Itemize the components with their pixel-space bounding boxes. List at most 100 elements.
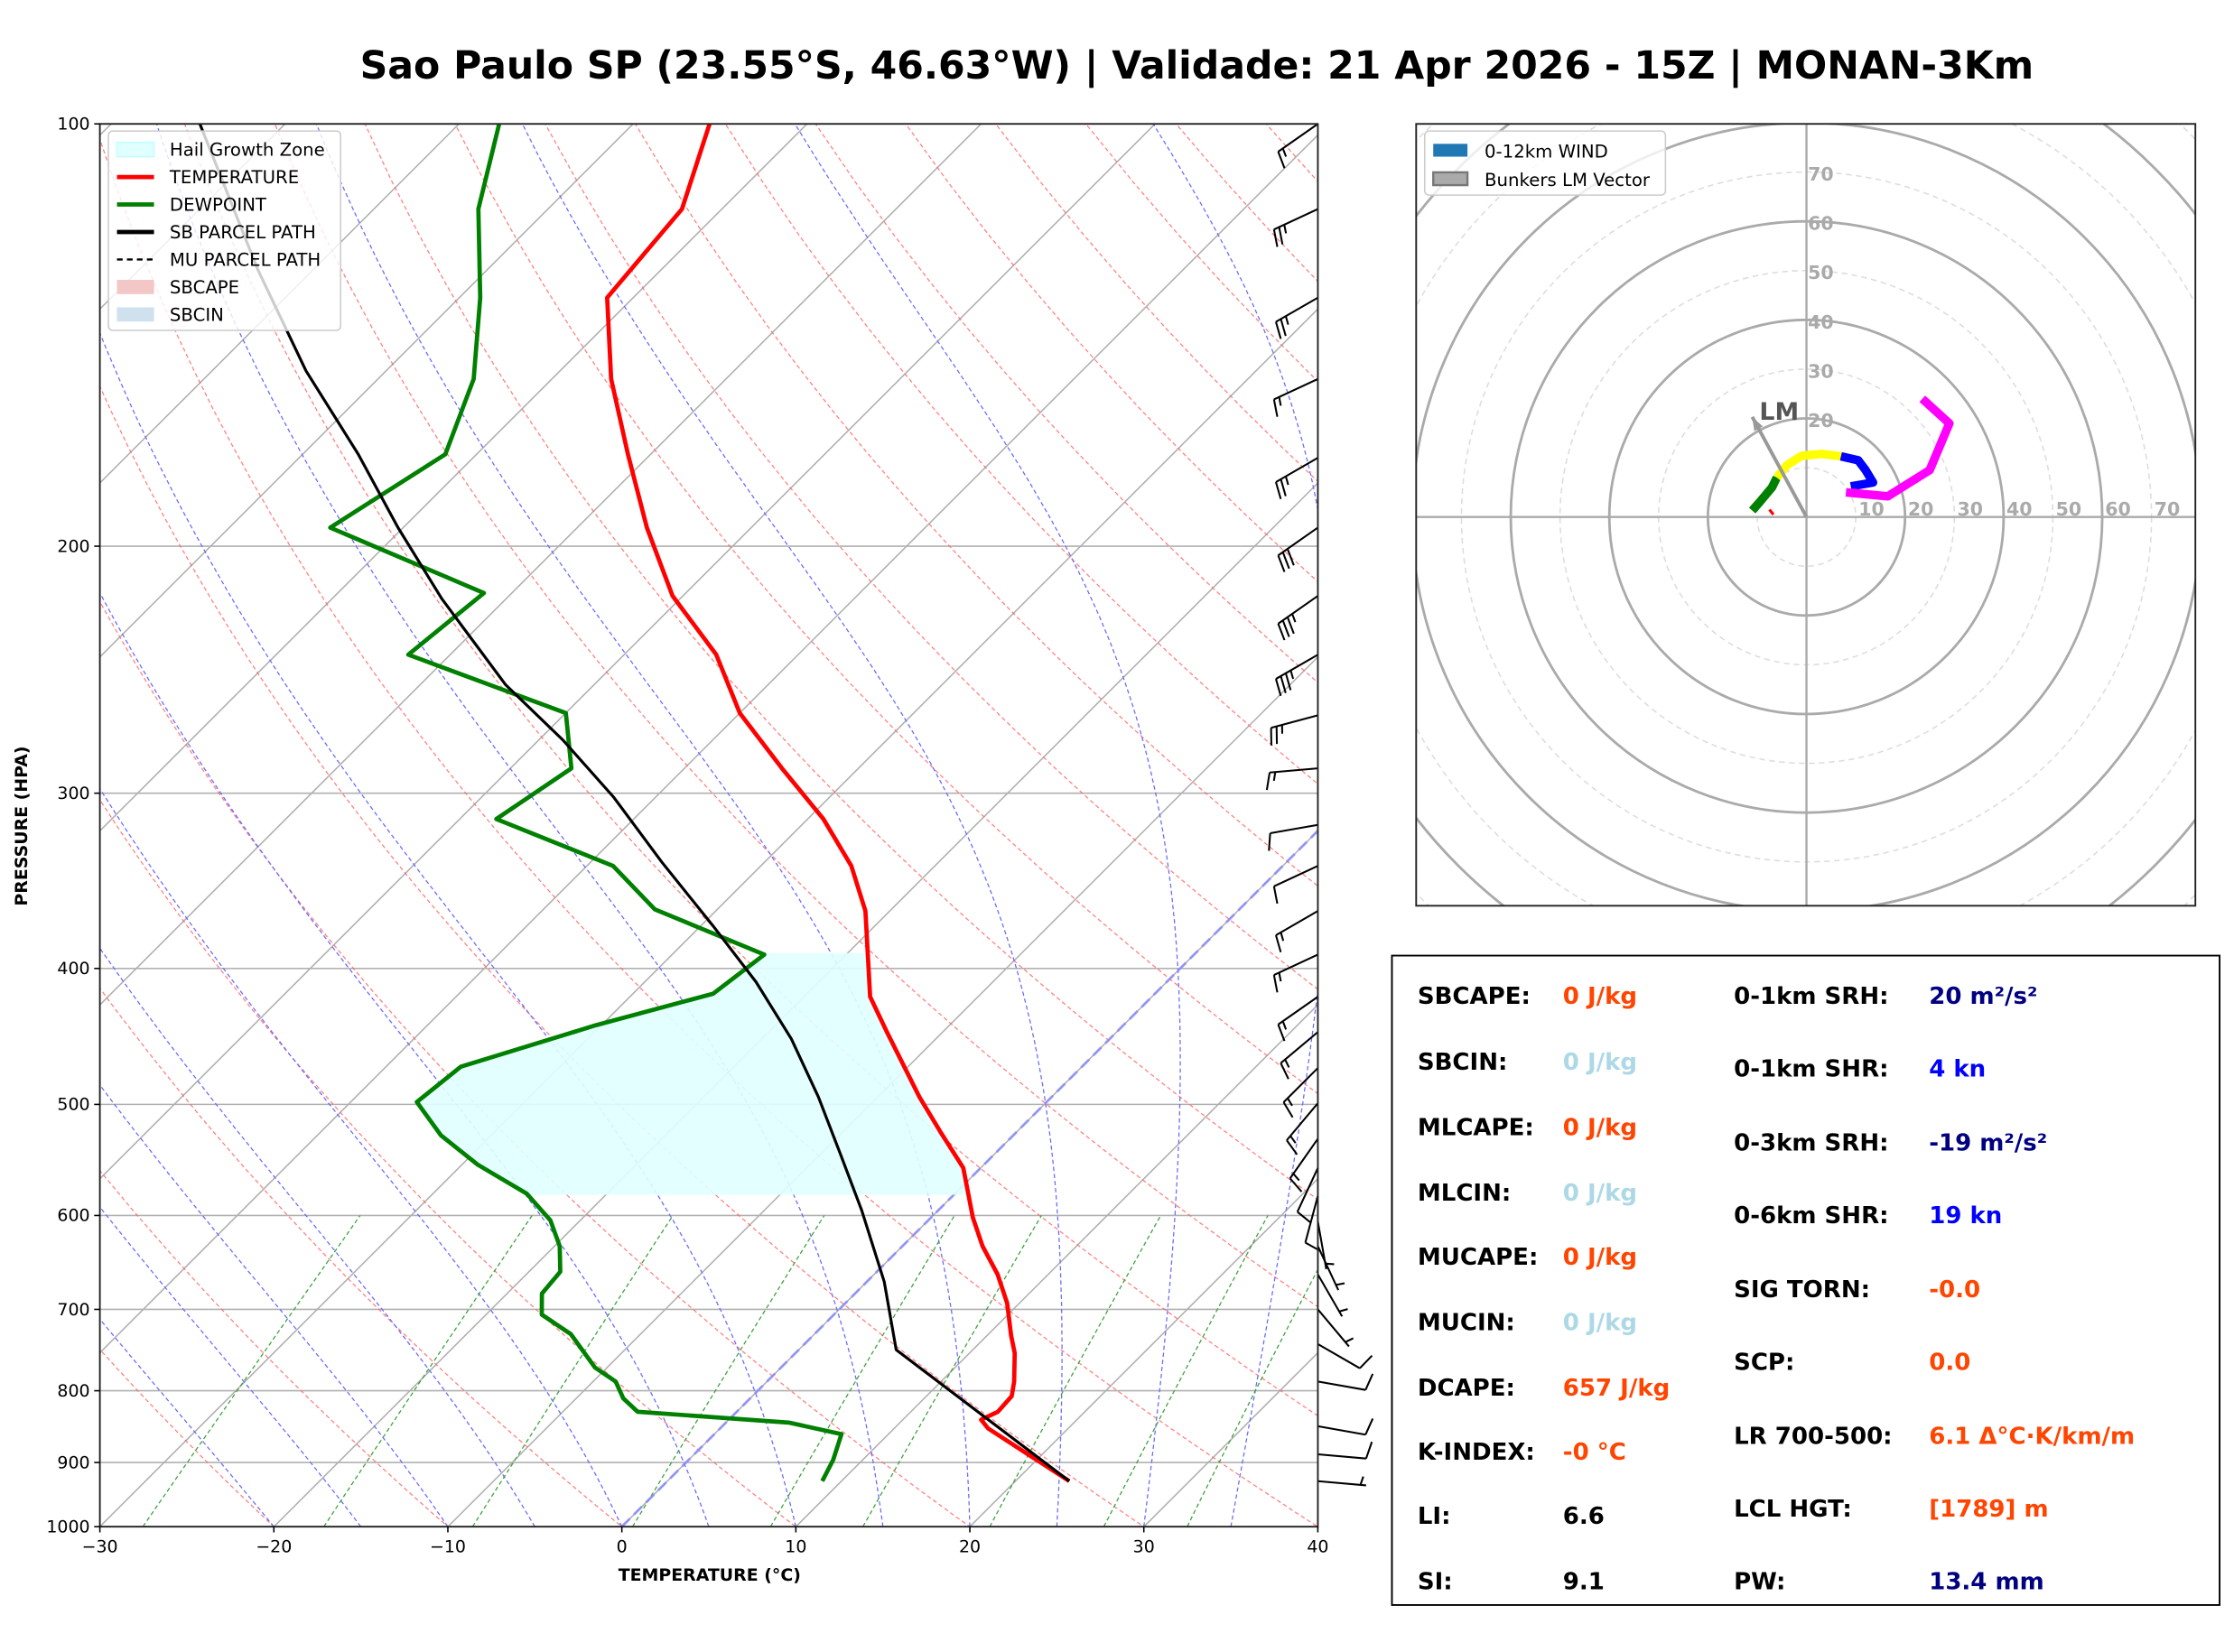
wind-barb xyxy=(1277,526,1319,572)
legend-label: 0-12km WIND xyxy=(1485,141,1608,162)
stat-label: SBCIN: xyxy=(1418,1049,1508,1076)
sb-parcel-path-line xyxy=(198,124,1071,1482)
stat-row: K-INDEX: -0 °C xyxy=(1418,1439,1626,1466)
hodograph-ring-label: 40 xyxy=(2006,498,2033,520)
stat-label: LI: xyxy=(1418,1503,1451,1530)
hodograph-legend: 0-12km WIND Bunkers LM Vector xyxy=(1423,130,1667,196)
stat-value: [1789] m xyxy=(1929,1496,2048,1523)
wind-barb xyxy=(1265,767,1318,791)
stat-row: DCAPE: 657 J/kg xyxy=(1418,1375,1670,1402)
hail-growth-zone xyxy=(418,952,969,1195)
legend-item: SB PARCEL PATH xyxy=(116,222,316,243)
isotherm-line xyxy=(99,134,1318,1354)
y-tick-label: 1000 xyxy=(46,1517,89,1536)
stat-label: SCP: xyxy=(1734,1350,1794,1377)
x-tick-label: 20 xyxy=(959,1537,981,1557)
dry-adiabat-line xyxy=(635,124,1318,887)
x-tick-label: −10 xyxy=(430,1537,466,1557)
stat-row: PW: 13.4 mm xyxy=(1734,1569,2044,1596)
mixing-ratio-line xyxy=(471,1215,674,1527)
stat-value: 0 J/kg xyxy=(1563,1180,1637,1207)
y-tick-label: 500 xyxy=(57,1095,89,1115)
legend-label: MU PARCEL PATH xyxy=(170,250,321,271)
hodograph-ring-label: 70 xyxy=(2155,498,2181,520)
skewt-legend: Hail Growth Zone TEMPERATURE DEWPOINT SB PA… xyxy=(107,130,342,331)
legend-item: 0-12km WIND xyxy=(1433,141,1608,162)
legend-item: TEMPERATURE xyxy=(116,167,299,188)
stat-row: SI: 9.1 xyxy=(1418,1569,1605,1596)
stat-value: 0 J/kg xyxy=(1563,1114,1637,1141)
mixing-ratio-line xyxy=(989,1215,1161,1527)
stat-row: LCL HGT: [1789] m xyxy=(1734,1496,2048,1523)
stat-row: SIG TORN: -0.0 xyxy=(1734,1276,1980,1304)
skewt-frame xyxy=(98,123,1319,1528)
y-tick-label: 100 xyxy=(57,115,89,135)
wind-barb xyxy=(1275,457,1318,500)
dry-adiabat-line xyxy=(183,124,1318,1417)
wind-barb xyxy=(1272,208,1318,247)
x-tick-label: 10 xyxy=(785,1537,806,1557)
hodograph-ring-label: 40 xyxy=(1808,311,1834,333)
stat-row: MUCAPE: 0 J/kg xyxy=(1418,1244,1637,1271)
bunkers-lm-arrow xyxy=(1750,415,1809,518)
x-tick-label: 0 xyxy=(617,1537,628,1557)
stat-label: DCAPE: xyxy=(1418,1375,1515,1402)
dry-adiabat-line xyxy=(364,124,1318,1201)
legend-item: Bunkers LM Vector xyxy=(1432,170,1651,190)
y-tick-label: 700 xyxy=(57,1300,89,1320)
stat-label: SBCAPE: xyxy=(1418,983,1531,1010)
stat-row: LR 700-500: 6.1 Δ°C·K/km/m xyxy=(1734,1424,2135,1451)
stat-value: 657 J/kg xyxy=(1563,1375,1670,1402)
bunkers-lm-label: LM xyxy=(1759,398,1799,426)
wind-barb xyxy=(1275,296,1318,339)
moist-adiabat-line xyxy=(99,1318,275,1527)
wind-barb xyxy=(1272,377,1318,417)
wind-barb xyxy=(1272,865,1318,905)
hodograph-ring-label: 50 xyxy=(1808,262,1834,283)
moist-adiabat-line xyxy=(794,124,1181,1527)
freezing-isotherm-line xyxy=(620,829,1318,1527)
legend-item: DEWPOINT xyxy=(116,195,267,216)
isotherm-line xyxy=(99,124,635,658)
wind-barb xyxy=(1289,1137,1319,1193)
isotherm-line xyxy=(99,124,982,1007)
stat-value: 4 kn xyxy=(1929,1056,1986,1083)
stat-label: SIG TORN: xyxy=(1734,1276,1870,1304)
wind-barb xyxy=(1270,714,1318,746)
stat-value: 13.4 mm xyxy=(1929,1569,2043,1596)
moist-adiabat-line xyxy=(99,947,535,1527)
isotherm-line xyxy=(99,124,1157,1180)
hodograph-segment xyxy=(1773,450,1842,480)
hodograph-ring-label: 50 xyxy=(2056,498,2082,520)
mixing-ratio-line xyxy=(323,1215,533,1527)
stat-label: PW: xyxy=(1734,1569,1785,1596)
hodograph-segment xyxy=(1768,508,1775,515)
stat-row: MLCIN: 0 J/kg xyxy=(1418,1180,1637,1207)
y-tick-label: 600 xyxy=(57,1206,89,1226)
stat-row: SBCAPE: 0 J/kg xyxy=(1418,983,1637,1010)
wind-barb xyxy=(1277,595,1319,641)
stat-label: 0-1km SHR: xyxy=(1734,1056,1888,1083)
wind-barb xyxy=(1317,1342,1373,1369)
stat-value: 20 m²/s² xyxy=(1929,983,2037,1010)
bunkers-lm-arrowhead xyxy=(1752,416,1764,432)
stat-value: -19 m²/s² xyxy=(1929,1130,2047,1157)
stat-label: MUCIN: xyxy=(1418,1309,1515,1336)
hodograph-segment xyxy=(1839,451,1877,491)
skewt-chart: −30 −20 −10 0 10 20 30 40 100 200 300 400 500 600 700 8… xyxy=(12,115,1374,1585)
dry-adiabat-line xyxy=(99,1169,449,1527)
isotherm-line xyxy=(446,655,1318,1527)
legend-label: SB PARCEL PATH xyxy=(170,222,316,243)
wind-barb xyxy=(1317,1308,1354,1348)
legend-label: TEMPERATURE xyxy=(169,167,299,188)
legend-item: Hail Growth Zone xyxy=(116,140,325,161)
stat-row: LI: 6.6 xyxy=(1418,1503,1605,1530)
isotherm-line xyxy=(968,1177,1318,1527)
dry-adiabat-line xyxy=(99,1348,275,1527)
stat-value: 6.6 xyxy=(1563,1503,1605,1530)
mixing-ratio-line xyxy=(631,1215,825,1527)
legend-label: SBCIN xyxy=(170,304,224,325)
stat-value: 0 J/kg xyxy=(1563,983,1637,1010)
